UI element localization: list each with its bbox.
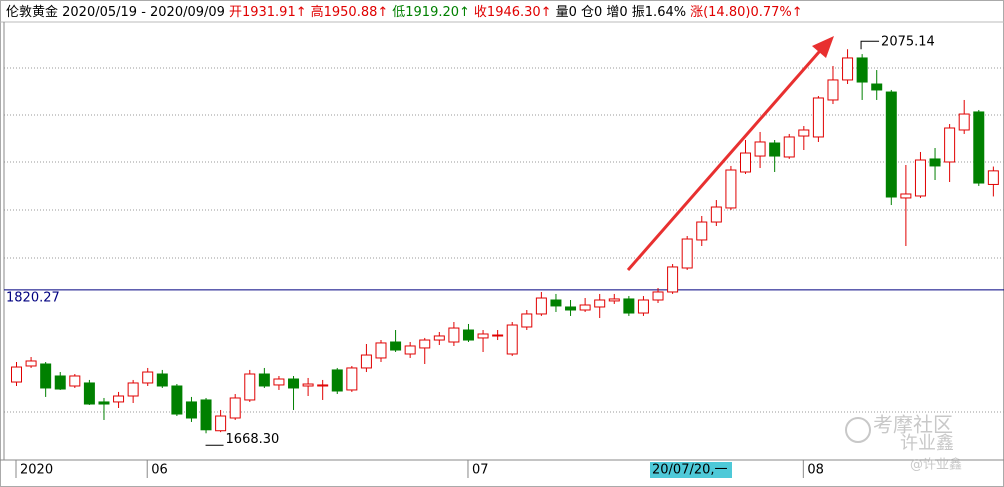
candle-body [244, 373, 256, 401]
candle-body [944, 127, 956, 163]
candle-body [156, 373, 168, 387]
candle-body [856, 57, 868, 83]
candle-body [594, 299, 606, 308]
candle-body [900, 193, 912, 199]
x-tick-label: 06 [151, 463, 168, 478]
header-item: 高1950.88↑ [311, 4, 389, 20]
candle-body [331, 369, 343, 392]
watermark: 考摩社区 许业鑫 @许业鑫 [845, 413, 962, 473]
candle-body [754, 141, 766, 157]
candle-body [652, 291, 664, 301]
candle-body [958, 113, 970, 131]
candle-body [521, 313, 533, 328]
candle-body [433, 335, 445, 341]
candle-body [462, 329, 474, 341]
candle-body [827, 79, 839, 101]
candle-body [871, 83, 883, 91]
x-tick-label: 07 [472, 463, 489, 478]
high-label: 2075.14 [881, 35, 935, 50]
candle-body [360, 354, 372, 369]
candle-body [83, 382, 95, 405]
candle-body [11, 366, 22, 383]
x-tick-label: 08 [807, 463, 824, 478]
header-item: 低1919.20↑ [392, 5, 470, 20]
candle-body [185, 401, 197, 419]
candle-body [69, 375, 81, 387]
reference-label: 1820.27 [6, 290, 60, 305]
candle-body [113, 395, 125, 403]
candle-body [710, 206, 722, 223]
candle-body [914, 159, 926, 197]
candle-body [477, 333, 489, 339]
header-item: 开1931.91↑ [229, 5, 307, 20]
candle-body [273, 378, 285, 386]
cursor-label-box: 20/07/20,一 [650, 462, 732, 478]
candle-body [929, 158, 941, 167]
candle-body [302, 383, 314, 387]
candle-body [419, 339, 431, 349]
candle-body [842, 57, 854, 81]
candle-body [608, 298, 620, 302]
watermark-text: 许业鑫 [900, 433, 954, 454]
candle-body [769, 142, 781, 157]
high-leader [860, 40, 880, 50]
candle-body [229, 397, 241, 419]
candle-body [346, 367, 358, 391]
candle-body [550, 299, 562, 307]
candle-body [783, 136, 795, 158]
watermark-text: @许业鑫 [910, 457, 962, 473]
watermark-text: 考摩社区 [873, 413, 953, 437]
candle-body [492, 334, 504, 337]
candle-body [798, 129, 810, 137]
header-item: 收1946.30↑ [474, 5, 552, 20]
low-label: 1668.30 [226, 432, 280, 447]
candle-body [740, 152, 751, 173]
candle-body [637, 299, 649, 314]
candle-body [288, 378, 300, 389]
cursor-label: 20/07/20,一 [652, 463, 728, 478]
candle-body [623, 298, 635, 314]
candle-body [171, 385, 183, 415]
x-tick-label: 2020 [20, 463, 53, 478]
header-item: 涨(14.80)0.77%↑ [690, 5, 803, 20]
candle-body [667, 266, 679, 293]
candle-body [142, 371, 154, 384]
candle-body [98, 401, 110, 405]
candle-body [40, 363, 52, 389]
watermark-icon [845, 417, 871, 443]
candle-body [375, 342, 387, 359]
candle-body [200, 399, 212, 431]
candle-body [127, 382, 139, 397]
candle-body [25, 360, 37, 367]
header: 伦敦黄金 2020/05/19 - 2020/09/09 开1931.91↑ 高19… [6, 4, 803, 20]
candle-body [448, 327, 460, 343]
candle-body [579, 304, 591, 311]
header-item: 伦敦黄金 2020/05/19 - 2020/09/09 [6, 4, 225, 20]
candle-body [696, 221, 708, 241]
candle-body [973, 111, 985, 184]
candle-body [506, 324, 518, 355]
candle-body [317, 384, 329, 387]
candle-body [54, 375, 66, 390]
candle-body [535, 297, 547, 315]
candle-body [681, 238, 693, 269]
candle-body [812, 97, 824, 138]
candle-body [885, 91, 897, 198]
candle-body [725, 169, 737, 209]
cursor-label-bg [650, 462, 732, 478]
candle-body [987, 170, 999, 185]
candle-body [565, 306, 577, 311]
trend-arrow [626, 36, 834, 271]
candle-body [215, 415, 227, 432]
header-item: 量0 仓0 增0 振1.64% [556, 5, 687, 20]
candle-body [404, 345, 416, 355]
candle-body [390, 341, 402, 351]
candle-body [258, 373, 270, 387]
